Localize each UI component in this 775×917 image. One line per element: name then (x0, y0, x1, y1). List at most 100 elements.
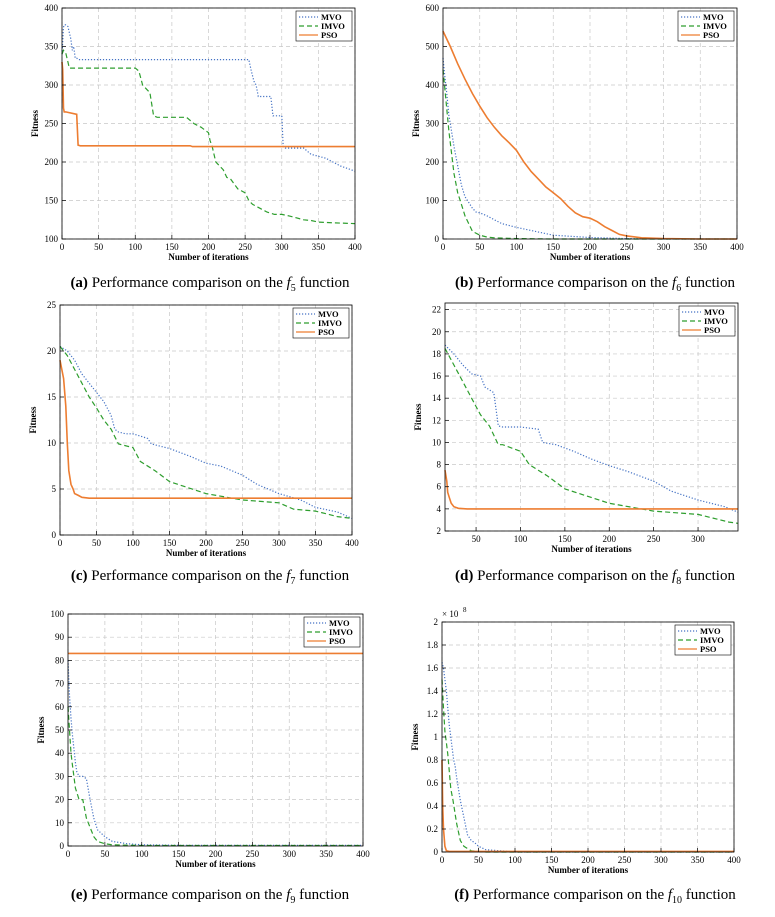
y-tick-label: 0 (435, 234, 440, 244)
caption-label: (e) (70, 887, 88, 903)
chart-panel-c: 0 50 100 150 200 250 300 350 400 0 5 10 15 20 25 Number… (0, 300, 385, 600)
x-tick-label: 200 (603, 534, 617, 544)
x-axis-label: Number of iterations (551, 544, 632, 554)
legend-box (677, 10, 735, 42)
series-mvo-line (442, 58, 737, 240)
x-tick-label: 100 (514, 534, 528, 544)
series-mvo-line (67, 660, 363, 846)
series-imvo-line (67, 706, 363, 847)
x-tick-label: 50 (474, 855, 484, 865)
y-tick-label: 300 (45, 80, 59, 90)
y-tick-label: 25 (47, 300, 57, 310)
caption-fn: f (672, 275, 677, 291)
y-tick-label: 250 (45, 119, 59, 129)
x-tick-label: 250 (246, 849, 260, 859)
y-tick-label: 0 (52, 530, 57, 540)
x-tick-label: 350 (694, 242, 708, 252)
y-tick-label: 1.2 (427, 709, 438, 719)
chart-c-caption: (c) Performance comparison on the f7 fun… (0, 568, 420, 587)
y-axis-label: Fitness (30, 110, 40, 137)
y-tick-label: 200 (45, 157, 59, 167)
x-tick-label: 50 (472, 534, 482, 544)
legend-label-mvo: MVO (703, 12, 724, 22)
y-tick-label: 10 (432, 437, 442, 447)
y-tick-label: 8 (437, 460, 442, 470)
y-tick-label: 0.4 (427, 801, 439, 811)
y-tick-label: 4 (437, 504, 442, 514)
x-tick-label: 50 (92, 538, 102, 548)
y-tick-label: 80 (55, 655, 65, 665)
series-mvo-line (59, 345, 353, 519)
x-tick-label: 50 (475, 242, 485, 252)
y-tick-label: 6 (437, 482, 442, 492)
y-tick-label: 1.4 (427, 686, 439, 696)
legend-label-pso: PSO (704, 325, 721, 335)
chart-c: 0 50 100 150 200 250 300 350 400 0 5 10 15 20 25 Number… (28, 300, 359, 558)
y-tick-label: 1 (434, 732, 439, 742)
caption-label: (c) (70, 568, 88, 584)
y-tick-label: 0.8 (427, 755, 439, 765)
caption-text: Performance comparison on the (91, 568, 283, 584)
x-tick-label: 100 (508, 855, 522, 865)
legend-box (295, 10, 353, 42)
chart-f: 0 50 100 150 200 250 300 350 400 0 0.2 0.4 0.6 0.8 1 1.… (410, 606, 741, 875)
x-tick-label: 250 (647, 534, 661, 544)
y-tick-label: 5 (52, 484, 57, 494)
legend-label-pso: PSO (318, 327, 335, 337)
legend-box (674, 624, 732, 656)
legend-label-imvo: IMVO (321, 21, 345, 31)
x-tick-label: 300 (272, 538, 286, 548)
y-tick-label: 0.6 (427, 778, 439, 788)
caption-text: Performance comparison on the (472, 887, 665, 903)
y-tick-label: 100 (45, 234, 59, 244)
x-tick-label: 300 (283, 849, 297, 859)
caption-label: (b) (455, 275, 474, 291)
caption-label: (d) (455, 568, 474, 584)
caption-text: Performance comparison on the (91, 275, 283, 291)
y-tick-label: 350 (45, 42, 59, 52)
x-tick-label: 350 (319, 849, 333, 859)
y-axis-label: Fitness (410, 723, 420, 750)
caption-text: Performance comparison on the (477, 275, 669, 291)
chart-panel-e: 0 50 100 150 200 250 300 350 400 0 10 20 30 40 50 60 70 8… (0, 600, 385, 917)
series-pso-line (61, 61, 355, 148)
y-axis-label: Fitness (28, 406, 38, 433)
legend-box (303, 616, 361, 648)
y-axis-label: Fitness (413, 403, 423, 430)
legend-label-imvo: IMVO (703, 21, 727, 31)
y-tick-label: 100 (51, 609, 65, 619)
y-tick-label: 0.2 (427, 824, 438, 834)
x-tick-label: 150 (558, 534, 572, 544)
x-tick-label: 200 (209, 849, 223, 859)
chart-f-caption: (f) Performance comparison on the f10 fu… (385, 887, 775, 906)
legend-label-pso: PSO (703, 30, 720, 40)
x-tick-label: 200 (199, 538, 213, 548)
chart-a: 0 50 100 150 200 250 300 350 400 100 150 200 250 300 3… (30, 3, 362, 262)
x-tick-label: 400 (730, 242, 744, 252)
legend-label-pso: PSO (329, 636, 346, 646)
chart-d: 50 100 150 200 250 300 2 4 6 8 10 12 14 16 18 20 22 Numbe… (413, 302, 739, 554)
y-tick-label: 0 (60, 841, 65, 851)
series-pso-line (444, 469, 738, 510)
x-tick-label: 250 (236, 538, 250, 548)
x-tick-label: 250 (620, 242, 634, 252)
y-axis-label: Fitness (411, 110, 421, 137)
y-tick-label: 300 (426, 119, 440, 129)
caption-label: (a) (70, 275, 88, 291)
x-tick-label: 50 (94, 242, 104, 252)
x-tick-label: 400 (345, 538, 359, 548)
y-tick-label: 50 (55, 725, 65, 735)
x-tick-label: 150 (165, 242, 179, 252)
x-tick-label: 200 (583, 242, 597, 252)
x-tick-label: 300 (691, 534, 705, 544)
y-tick-label: 20 (432, 327, 442, 337)
y-tick-label: 1.6 (427, 663, 439, 673)
caption-tail: function (299, 275, 350, 291)
legend-label-imvo: IMVO (318, 318, 342, 328)
legend-box (292, 307, 350, 339)
x-tick-label: 100 (135, 849, 149, 859)
chart-e-caption: (e) Performance comparison on the f9 fun… (0, 887, 420, 906)
x-tick-label: 0 (60, 242, 65, 252)
chart-a-caption: (a) Performance comparison on the f5 fun… (0, 275, 420, 294)
caption-tail: function (299, 568, 350, 584)
